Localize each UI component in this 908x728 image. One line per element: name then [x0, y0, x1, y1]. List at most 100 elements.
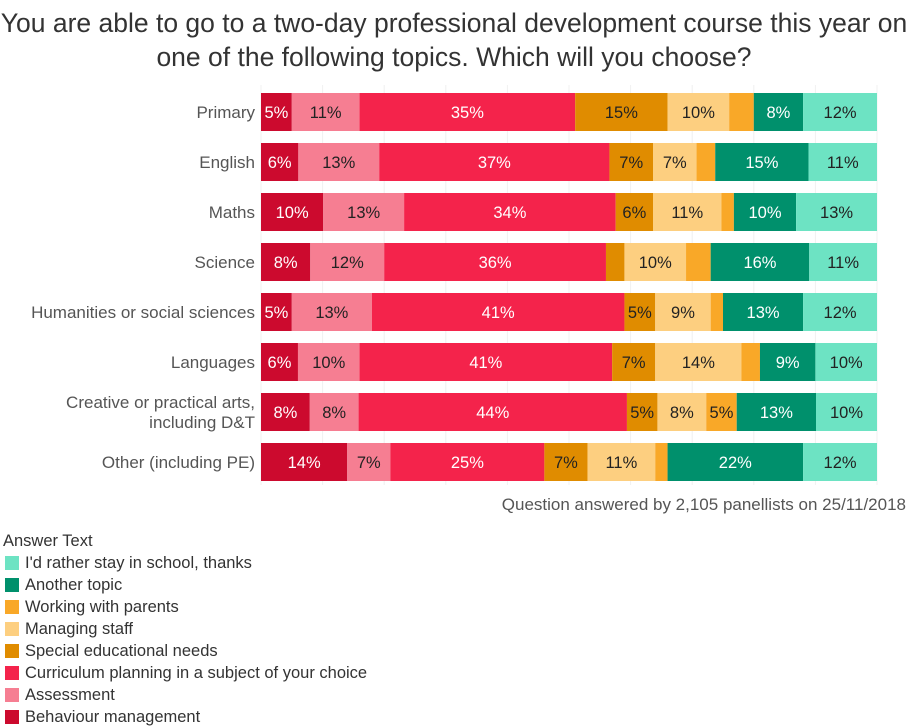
bar-segment[interactable]	[655, 293, 711, 331]
bar-segment[interactable]	[753, 93, 804, 131]
legend-item[interactable]: Another topic	[3, 574, 367, 596]
legend-item[interactable]: Assessment	[3, 684, 367, 706]
legend-item[interactable]: Managing staff	[3, 618, 367, 640]
data-label: 10%	[312, 354, 345, 372]
bar-segment[interactable]	[379, 143, 610, 181]
legend-item[interactable]: Behaviour management	[3, 706, 367, 728]
data-label: 10%	[639, 254, 672, 272]
bar-segment[interactable]	[404, 193, 616, 231]
bar-segment[interactable]	[384, 243, 606, 281]
bar-segment[interactable]	[605, 243, 625, 281]
data-label: 5%	[264, 304, 288, 322]
bar-segment[interactable]	[624, 243, 687, 281]
bar-segment[interactable]	[721, 193, 734, 231]
data-label: 7%	[622, 354, 646, 372]
legend-label: Working with parents	[25, 597, 179, 616]
legend-item[interactable]: Special educational needs	[3, 640, 367, 662]
bar-segment[interactable]	[390, 443, 545, 481]
bar-segment[interactable]	[298, 143, 380, 181]
bar-segment[interactable]	[723, 293, 804, 331]
bar-segment[interactable]	[371, 293, 625, 331]
legend-item[interactable]: Working with parents	[3, 596, 367, 618]
data-label: 22%	[719, 454, 752, 472]
data-label: 13%	[760, 404, 793, 422]
bar-segment[interactable]	[710, 243, 810, 281]
category-label: Humanities or social sciences	[31, 303, 255, 322]
legend-label: Managing staff	[25, 619, 133, 638]
data-label: 14%	[682, 354, 715, 372]
data-label: 5%	[710, 404, 734, 422]
bar-segment[interactable]	[615, 193, 653, 231]
data-label: 13%	[820, 204, 853, 222]
bar-segment[interactable]	[291, 293, 372, 331]
bar-segment[interactable]	[759, 343, 816, 381]
data-label: 10%	[830, 354, 863, 372]
bar-segment[interactable]	[309, 393, 359, 431]
bar-segment[interactable]	[733, 193, 797, 231]
data-label: 11%	[310, 104, 342, 122]
bar-segment[interactable]	[803, 443, 877, 481]
bar-segment[interactable]	[359, 93, 576, 131]
bar-segment[interactable]	[261, 143, 299, 181]
bar-segment[interactable]	[706, 393, 737, 431]
bar-segment[interactable]	[667, 93, 730, 131]
data-label: 8%	[767, 104, 791, 122]
bar-segment[interactable]	[686, 243, 711, 281]
category-label: Creative or practical arts, including D&T	[66, 393, 255, 432]
bar-segment[interactable]	[261, 343, 298, 381]
bar-segment[interactable]	[323, 193, 405, 231]
bar-segment[interactable]	[653, 143, 697, 181]
data-label: 7%	[663, 154, 687, 172]
legend-item[interactable]: I'd rather stay in school, thanks	[3, 552, 367, 574]
bar-segment[interactable]	[261, 393, 310, 431]
data-label: 11%	[827, 254, 859, 272]
bar-segment[interactable]	[729, 93, 754, 131]
bar-segment[interactable]	[710, 293, 723, 331]
bar-segment[interactable]	[715, 143, 809, 181]
bar-segment[interactable]	[667, 443, 804, 481]
bar-segment[interactable]	[291, 93, 360, 131]
data-label: 34%	[493, 204, 526, 222]
data-label: 8%	[274, 254, 298, 272]
bar-segment[interactable]	[358, 393, 627, 431]
bar-segment[interactable]	[347, 443, 391, 481]
data-label: 14%	[288, 454, 321, 472]
bar-segment[interactable]	[544, 443, 588, 481]
bar-segment[interactable]	[261, 443, 348, 481]
bar-segment[interactable]	[587, 443, 656, 481]
bar-segment[interactable]	[803, 93, 877, 131]
bar-segment[interactable]	[657, 393, 707, 431]
bar-segment[interactable]	[809, 243, 877, 281]
legend-swatch	[5, 710, 19, 724]
bar-segment[interactable]	[815, 343, 877, 381]
bar-segment[interactable]	[261, 93, 292, 131]
bar-segment[interactable]	[310, 243, 385, 281]
bar-segment[interactable]	[612, 343, 656, 381]
bar-segment[interactable]	[575, 93, 668, 131]
bar-segment[interactable]	[609, 143, 653, 181]
bar-segment[interactable]	[796, 193, 877, 231]
data-label: 15%	[605, 104, 638, 122]
bar-segment[interactable]	[816, 393, 877, 431]
data-label: 8%	[670, 404, 694, 422]
bar-segment[interactable]	[359, 343, 613, 381]
legend-label: Another topic	[25, 575, 123, 594]
bar-segment[interactable]	[261, 193, 324, 231]
bar-segment[interactable]	[626, 393, 658, 431]
bar-segment[interactable]	[741, 343, 760, 381]
data-label: 10%	[830, 404, 863, 422]
bar-segment[interactable]	[655, 443, 668, 481]
bar-segment[interactable]	[297, 343, 360, 381]
bar-segment[interactable]	[696, 143, 716, 181]
bar-segment[interactable]	[261, 243, 311, 281]
data-label: 37%	[478, 154, 511, 172]
bar-segment[interactable]	[261, 293, 292, 331]
legend-item[interactable]: Curriculum planning in a subject of your…	[3, 662, 367, 684]
bar-segment[interactable]	[808, 143, 877, 181]
bar-segment[interactable]	[655, 343, 742, 381]
bar-segment[interactable]	[736, 393, 817, 431]
bar-segment[interactable]	[653, 193, 722, 231]
bar-segment[interactable]	[624, 293, 656, 331]
bar-segment[interactable]	[803, 293, 877, 331]
data-label: 6%	[622, 204, 646, 222]
